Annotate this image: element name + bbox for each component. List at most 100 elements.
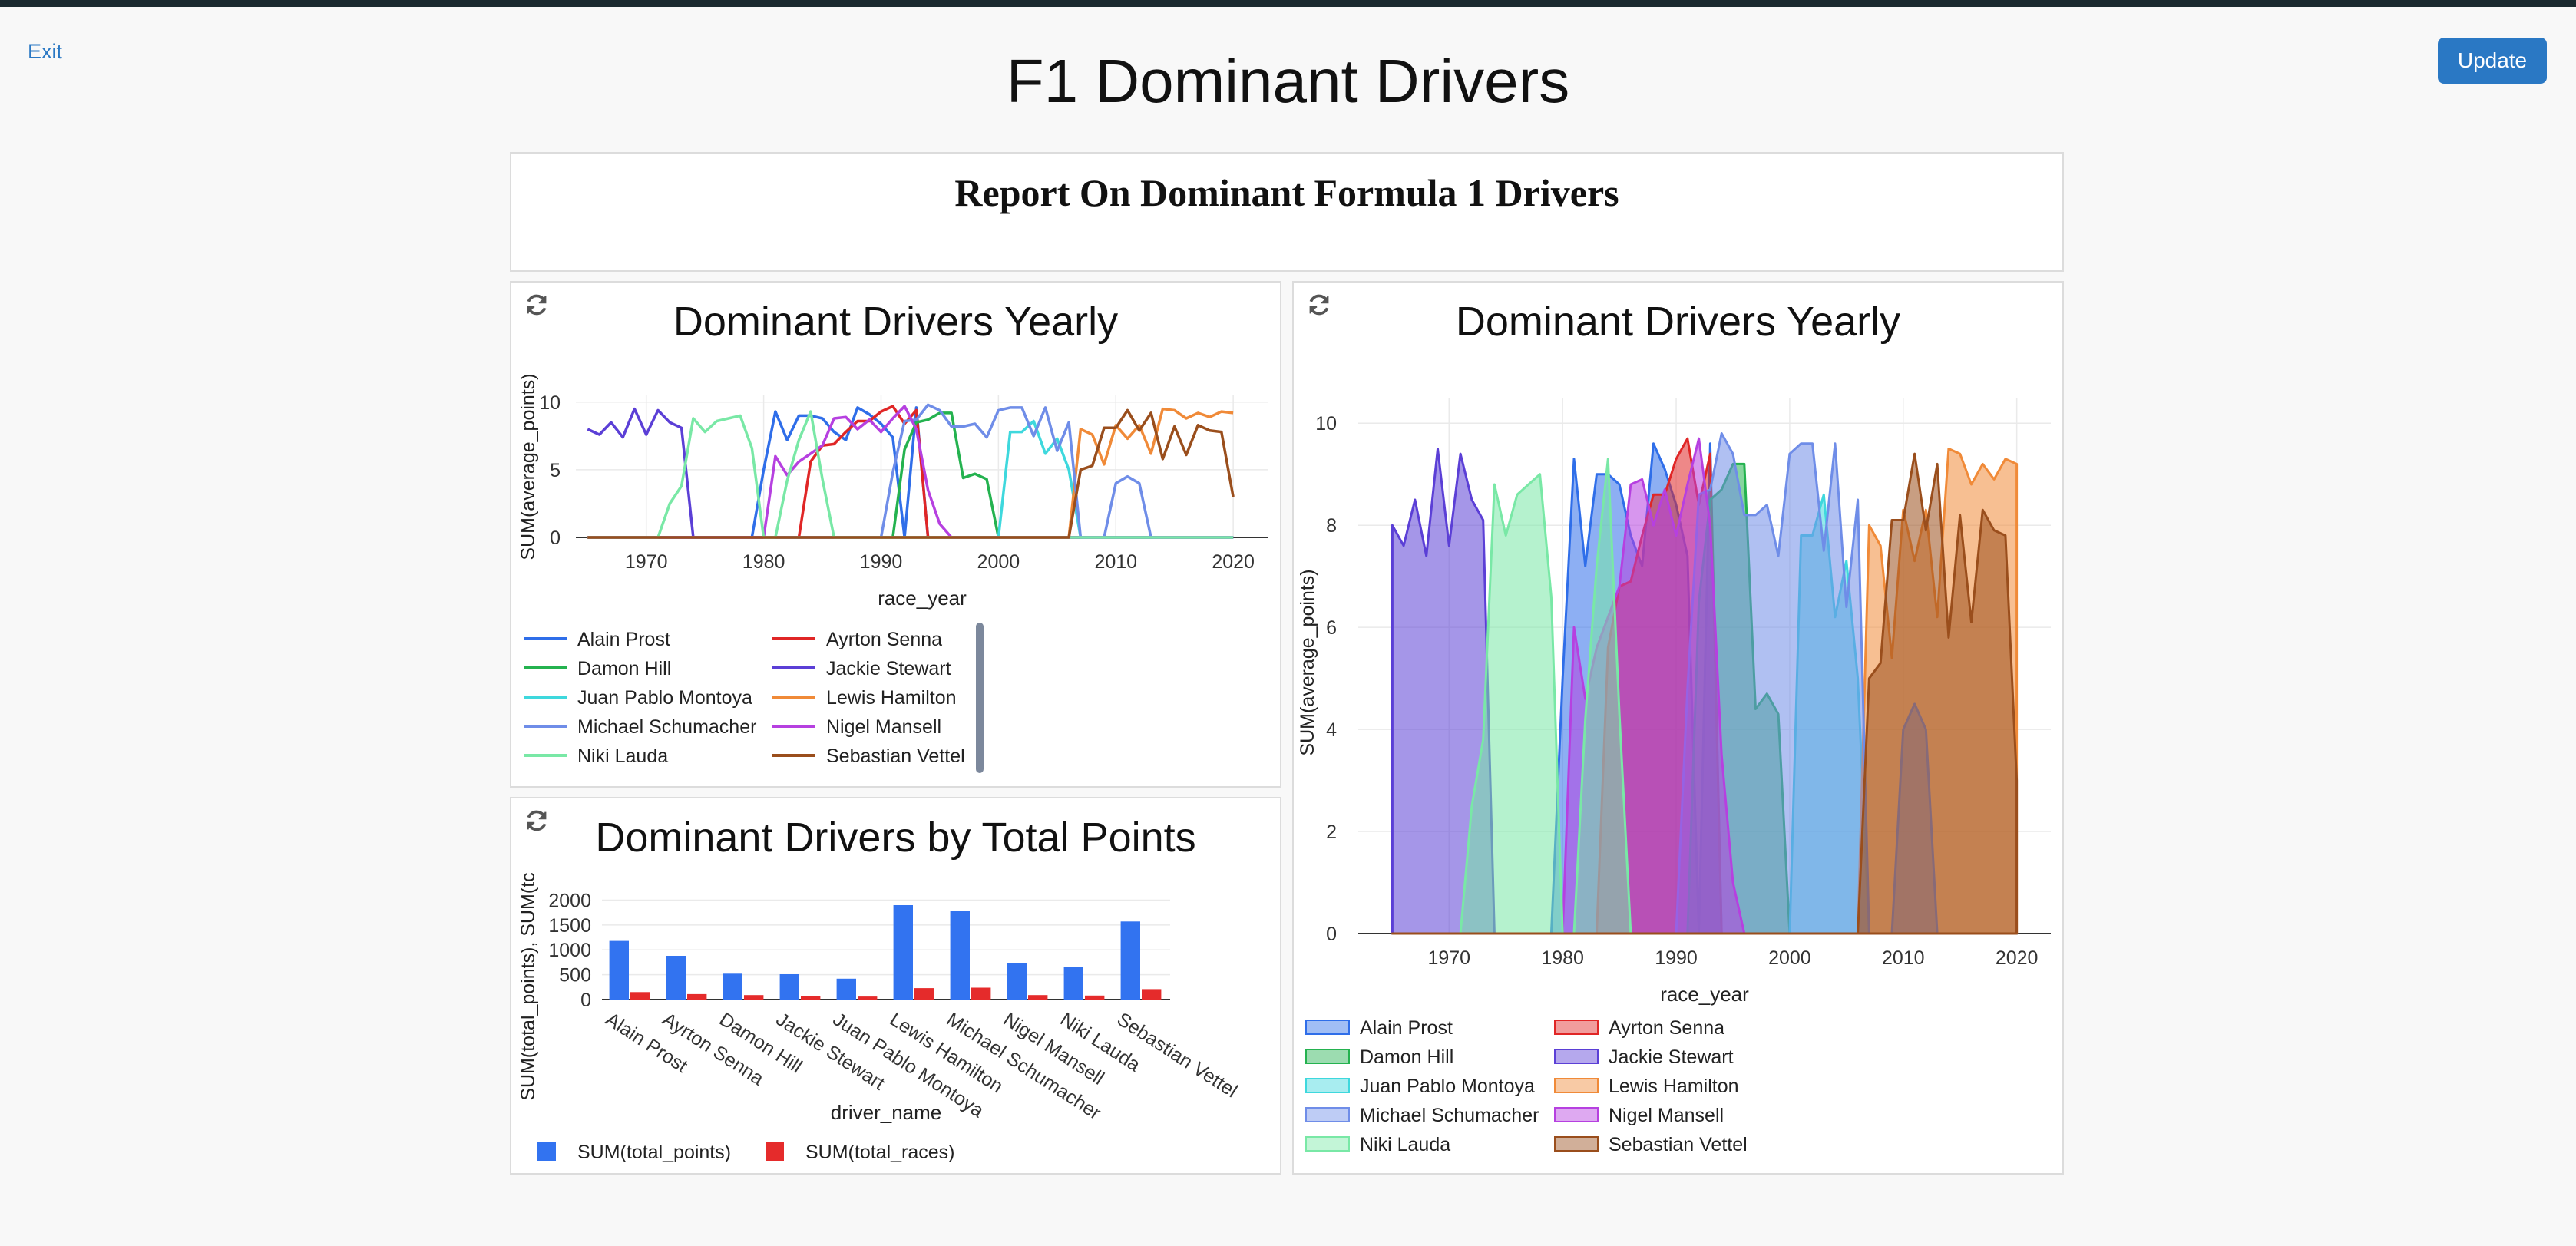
legend-swatch — [766, 1142, 784, 1161]
series-line — [587, 407, 1234, 539]
series-area — [1391, 452, 2019, 935]
line-chart: 0 5 10 1970 1980 1990 2000 2010 2020 race_year SUM… — [518, 373, 1268, 773]
x-tick-label: 2010 — [1882, 947, 1925, 969]
legend-label: SUM(total_races) — [805, 1142, 955, 1163]
refresh-icon[interactable] — [1306, 292, 1332, 318]
report-panel: Report On Dominant Formula 1 Drivers — [510, 152, 2064, 272]
page-title: F1 Dominant Drivers — [1006, 47, 1570, 115]
y-tick-label: 0 — [550, 527, 561, 549]
y-tick-label: 500 — [559, 965, 591, 987]
x-axis-label: race_year — [1660, 983, 1749, 1006]
legend-label: Juan Pablo Montoya — [577, 687, 752, 709]
y-tick-label: 4 — [1326, 719, 1337, 741]
bar — [1028, 995, 1048, 1000]
y-tick-label: 0 — [1326, 924, 1337, 945]
x-axis-label: driver_name — [831, 1101, 942, 1124]
bar — [914, 988, 934, 1000]
legend-label: Juan Pablo Montoya — [1360, 1076, 1535, 1097]
bar — [744, 995, 764, 1000]
legend-swatch — [1305, 1107, 1350, 1122]
x-tick-label: 1990 — [860, 551, 903, 573]
y-axis-label: SUM(average_points) — [1297, 569, 1318, 755]
x-tick-label: 2020 — [1996, 947, 2039, 969]
legend-swatch — [1554, 1078, 1599, 1093]
legend-swatch — [1305, 1049, 1350, 1064]
y-tick-label: 1500 — [548, 915, 591, 937]
series-line — [587, 405, 1234, 539]
x-tick-label: 2000 — [977, 551, 1020, 573]
y-tick-label: 10 — [539, 392, 561, 414]
legend-label: Ayrton Senna — [826, 629, 942, 650]
refresh-icon[interactable] — [524, 808, 550, 834]
series-line — [587, 408, 1235, 539]
legend-swatch — [1305, 1078, 1350, 1093]
bar — [950, 911, 970, 1000]
legend-label: Sebastian Vettel — [826, 745, 965, 767]
legend-label: Damon Hill — [577, 658, 671, 679]
bar — [779, 974, 799, 1000]
legend-swatch — [537, 1142, 556, 1161]
legend-label: Jackie Stewart — [1609, 1046, 1734, 1068]
exit-link[interactable]: Exit — [28, 40, 63, 63]
legend-label: Alain Prost — [577, 629, 670, 650]
legend-swatch — [1305, 1136, 1350, 1152]
legend-scrollbar[interactable] — [976, 623, 984, 773]
bar — [971, 987, 991, 1000]
x-tick-label: 2020 — [1212, 551, 1255, 573]
bar-chart-title: Dominant Drivers by Total Points — [595, 815, 1196, 861]
series-line — [587, 403, 1234, 539]
legend-swatch — [1554, 1049, 1599, 1064]
legend-label: Nigel Mansell — [1609, 1105, 1724, 1126]
update-button[interactable]: Update — [2438, 38, 2547, 84]
legend-label: Lewis Hamilton — [826, 687, 957, 709]
x-tick-label: 1980 — [1541, 947, 1584, 969]
x-tick-label: 1970 — [1427, 947, 1470, 969]
y-tick-label: 8 — [1326, 515, 1337, 537]
bar — [687, 993, 707, 1000]
y-tick-label: 5 — [550, 460, 561, 481]
legend-label: Michael Schumacher — [1360, 1105, 1539, 1126]
bar — [1142, 989, 1162, 1000]
series-line — [587, 405, 1234, 539]
legend-swatch — [1554, 1107, 1599, 1122]
legend-label: Ayrton Senna — [1609, 1017, 1724, 1039]
legend-label: Niki Lauda — [577, 745, 668, 767]
bar — [1063, 967, 1083, 1000]
y-tick-label: 0 — [580, 990, 591, 1011]
area-chart: 0 2 4 6 8 10 1970 1980 1990 2000 2010 2020 race_year… — [1297, 398, 2051, 1155]
bar — [1085, 995, 1105, 1000]
y-axis-label: SUM(total_points), SUM(tc — [518, 872, 539, 1100]
legend-label: SUM(total_points) — [577, 1142, 731, 1163]
bar — [1120, 921, 1140, 1000]
bar — [836, 978, 856, 1000]
x-tick-label: 1990 — [1655, 947, 1698, 969]
series-line — [587, 406, 1234, 539]
legend-swatch — [1554, 1136, 1599, 1152]
bar — [723, 973, 742, 1000]
bar — [858, 996, 878, 1000]
line-chart-title: Dominant Drivers Yearly — [673, 299, 1119, 345]
bar — [609, 940, 629, 1000]
bar-chart-panel: Dominant Drivers by Total Points 0 500 100… — [510, 797, 1281, 1175]
bar — [893, 905, 913, 1000]
bar — [630, 992, 650, 1000]
legend-label: Jackie Stewart — [826, 658, 951, 679]
series-line — [587, 411, 1234, 539]
area-chart-title: Dominant Drivers Yearly — [1455, 299, 1901, 345]
bar — [666, 956, 686, 1000]
legend-label: Niki Lauda — [1360, 1134, 1450, 1155]
refresh-icon[interactable] — [524, 292, 550, 318]
series-line — [587, 410, 1234, 539]
legend-label: Michael Schumacher — [577, 716, 756, 738]
x-tick-label: 1970 — [625, 551, 668, 573]
bar — [801, 996, 821, 1000]
y-axis-label: SUM(average_points) — [518, 373, 539, 560]
x-tick-label: 1980 — [742, 551, 785, 573]
top-bar — [0, 0, 2576, 7]
legend-swatch — [1305, 1020, 1350, 1035]
area-chart-panel: Dominant Drivers Yearly 0 2 4 6 8 10 1970 1980 1… — [1292, 281, 2064, 1175]
legend-label: Lewis Hamilton — [1609, 1076, 1739, 1097]
report-heading: Report On Dominant Formula 1 Drivers — [954, 171, 1619, 214]
x-axis-label: race_year — [878, 587, 967, 610]
